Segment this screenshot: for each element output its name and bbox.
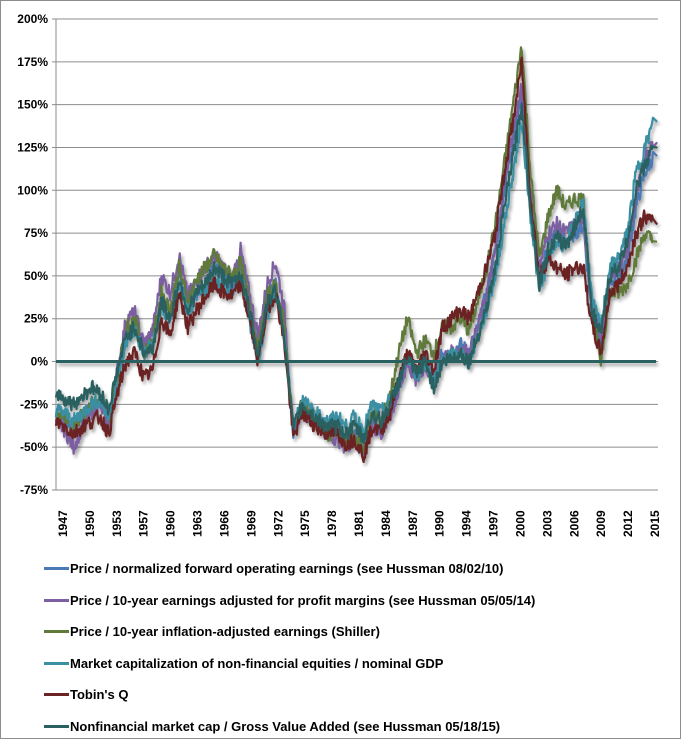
legend-item: Tobin's Q: [44, 679, 535, 711]
y-tick-label: 0%: [31, 355, 49, 369]
legend-item: Price / 10-year earnings adjusted for pr…: [44, 585, 535, 617]
x-tick-label: 1966: [217, 510, 231, 537]
y-tick-label: -25%: [20, 397, 48, 411]
legend-label: Tobin's Q: [70, 687, 128, 702]
y-tick-label: 100%: [17, 183, 48, 197]
legend-label: Price / 10-year inflation-adjusted earni…: [70, 624, 380, 639]
x-tick-label: 2015: [648, 510, 662, 537]
y-tick-label: 75%: [24, 226, 48, 240]
y-tick-label: -50%: [20, 440, 48, 454]
legend-swatch: [44, 630, 69, 633]
legend-swatch: [44, 567, 69, 570]
x-tick-label: 1953: [110, 510, 124, 537]
x-tick-label: 1957: [137, 510, 151, 537]
x-tick-label: 1969: [244, 510, 258, 537]
series-line: [56, 47, 657, 453]
x-tick-label: 1960: [164, 510, 178, 537]
legend-swatch: [44, 725, 69, 728]
x-tick-label: 2009: [594, 510, 608, 537]
x-tick-label: 1978: [325, 510, 339, 537]
y-tick-label: 200%: [17, 12, 48, 26]
x-tick-label: 1981: [352, 510, 366, 537]
legend-label: Market capitalization of non-financial e…: [70, 656, 443, 671]
y-tick-label: 175%: [17, 55, 48, 69]
x-tick-label: 1994: [460, 510, 474, 537]
x-tick-label: 1975: [298, 510, 312, 537]
x-tick-label: 2006: [567, 510, 581, 537]
x-tick-label: 2000: [513, 510, 527, 537]
x-tick-label: 1950: [83, 510, 97, 537]
x-tick-label: 1947: [56, 510, 70, 537]
legend-label: Price / normalized forward operating ear…: [70, 561, 503, 576]
y-tick-label: 150%: [17, 98, 48, 112]
legend-item: Market capitalization of non-financial e…: [44, 648, 535, 680]
legend-swatch: [44, 693, 69, 696]
x-tick-label: 2012: [621, 510, 635, 537]
legend-swatch: [44, 599, 69, 602]
legend-item: Price / 10-year inflation-adjusted earni…: [44, 616, 535, 648]
series-line: [56, 58, 657, 462]
y-tick-label: 50%: [24, 269, 48, 283]
x-tick-label: 1987: [406, 510, 420, 537]
legend-label: Nonfinancial market cap / Gross Value Ad…: [70, 719, 500, 734]
y-tick-label: -75%: [20, 483, 48, 497]
y-axis: 200% 175% 150% 125% 100% 75% 50% 25% 0% -25% -50% -…: [17, 12, 56, 497]
x-tick-label: 1972: [271, 510, 285, 537]
legend-label: Price / 10-year earnings adjusted for pr…: [70, 593, 535, 608]
y-tick-label: 125%: [17, 140, 48, 154]
x-tick-label: 1990: [433, 510, 447, 537]
x-tick-label: 1984: [379, 510, 393, 537]
legend-item: Nonfinancial market cap / Gross Value Ad…: [44, 711, 535, 742]
y-tick-label: 25%: [24, 312, 48, 326]
x-axis: 1947 1950 1953 1957 1960 1963 1966 1969 1972 1975…: [56, 510, 662, 537]
legend: Price / normalized forward operating ear…: [44, 553, 535, 742]
x-tick-label: 1997: [487, 510, 501, 537]
x-tick-label: 1963: [191, 510, 205, 537]
x-tick-label: 2003: [540, 510, 554, 537]
legend-swatch: [44, 662, 69, 665]
legend-item: Price / normalized forward operating ear…: [44, 553, 535, 585]
series-layer: [56, 47, 657, 462]
